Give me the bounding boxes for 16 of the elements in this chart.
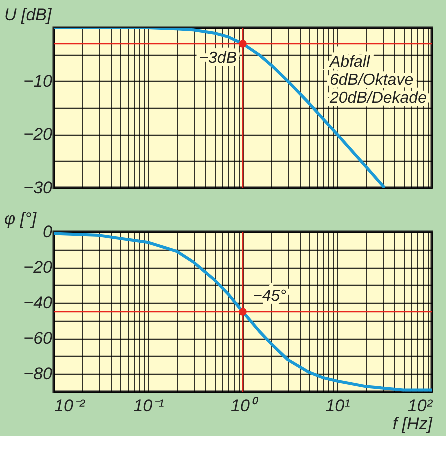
x-tick-label: 10⁻² xyxy=(54,396,86,416)
x-tick-label: 10⁰ xyxy=(231,396,259,416)
x-tick-label: 10⁻¹ xyxy=(134,396,165,416)
y-tick-label: −80 xyxy=(24,364,54,384)
y-tick-label: −60 xyxy=(24,329,54,348)
y-tick-label: −40 xyxy=(24,294,54,313)
y-axis-title: U [dB] xyxy=(4,6,54,24)
y-tick-label: −20 xyxy=(24,125,54,144)
x-tick-label: 10¹ xyxy=(326,396,351,416)
x-tick-label: 10² xyxy=(408,396,434,416)
y-tick-label: −20 xyxy=(24,258,54,278)
x-axis-title: f [Hz] xyxy=(392,414,434,434)
y-tick-label: −10 xyxy=(24,72,54,91)
y-tick-label: −30 xyxy=(24,178,54,198)
y-tick-label: 0 xyxy=(43,222,54,242)
y-axis-title: φ [°] xyxy=(4,210,38,228)
